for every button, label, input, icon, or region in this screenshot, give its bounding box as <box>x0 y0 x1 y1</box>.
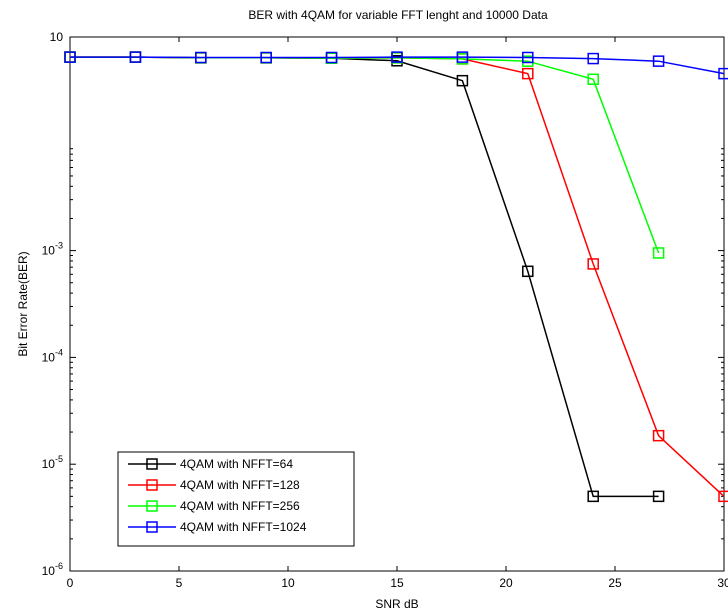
data-point <box>325 51 338 64</box>
y-tick-base: 10 <box>50 30 64 44</box>
legend-marker <box>146 521 158 533</box>
y-tick-label: 10-4 <box>42 347 63 364</box>
y-tick-label: 10 <box>50 30 64 44</box>
data-point <box>522 265 534 278</box>
y-tick-base: 10 <box>42 244 56 258</box>
data-point <box>718 67 728 80</box>
data-point <box>522 67 534 80</box>
data-point <box>129 51 142 63</box>
y-tick-exponent: -4 <box>55 347 63 357</box>
data-point <box>456 74 469 87</box>
y-tick-exponent: -3 <box>55 241 63 251</box>
legend-label: 4QAM with NFFT=128 <box>180 478 300 492</box>
x-axis-label: SNR dB <box>375 597 418 611</box>
data-point <box>652 55 665 67</box>
legend-item: 4QAM with NFFT=64 <box>128 457 293 471</box>
data-point <box>522 51 534 64</box>
legend-label: 4QAM with NFFT=256 <box>180 499 300 513</box>
legend-marker <box>146 500 158 512</box>
y-tick-base: 10 <box>42 564 56 578</box>
x-tick-label: 10 <box>281 576 295 590</box>
y-axis-label: Bit Error Rate(BER) <box>16 251 30 356</box>
data-point <box>652 247 665 259</box>
y-tick-exponent: -5 <box>55 454 63 464</box>
x-tick-label: 30 <box>717 576 728 590</box>
legend: 4QAM with NFFT=64 4QAM with NFFT=128 4QAM … <box>117 451 355 547</box>
legend-marker <box>146 458 158 470</box>
y-tick-base: 10 <box>42 350 56 364</box>
data-point <box>652 490 665 503</box>
legend-item: 4QAM with NFFT=128 <box>128 478 300 492</box>
series-3 <box>64 51 728 80</box>
data-point <box>195 51 207 64</box>
y-tick-label: 10-3 <box>42 241 63 258</box>
x-tick-label: 5 <box>176 576 183 590</box>
legend-item: 4QAM with NFFT=1024 <box>128 520 307 534</box>
data-point <box>260 51 272 64</box>
data-point <box>652 429 665 442</box>
x-tick-label: 0 <box>67 576 74 590</box>
legend-item: 4QAM with NFFT=256 <box>128 499 300 513</box>
x-tick-label: 15 <box>390 576 404 590</box>
data-point <box>64 51 76 63</box>
data-point <box>587 52 599 65</box>
series-layer <box>64 51 728 503</box>
series-line <box>70 56 725 75</box>
data-point <box>391 51 403 63</box>
y-tick-label: 10-6 <box>42 561 63 578</box>
data-point <box>456 51 469 63</box>
data-point <box>587 73 599 86</box>
legend-label: 4QAM with NFFT=1024 <box>180 520 307 534</box>
data-point <box>587 490 599 503</box>
chart-title: BER with 4QAM for variable FFT lenght an… <box>248 8 548 22</box>
legend-marker <box>146 479 158 491</box>
y-tick-base: 10 <box>42 457 56 471</box>
legend-label: 4QAM with NFFT=64 <box>180 457 293 471</box>
x-tick-label: 25 <box>608 576 622 590</box>
y-tick-exponent: -6 <box>55 561 63 571</box>
data-point <box>718 490 728 503</box>
data-point <box>587 258 599 270</box>
y-tick-label: 10-5 <box>42 454 63 471</box>
x-tick-label: 20 <box>499 576 513 590</box>
